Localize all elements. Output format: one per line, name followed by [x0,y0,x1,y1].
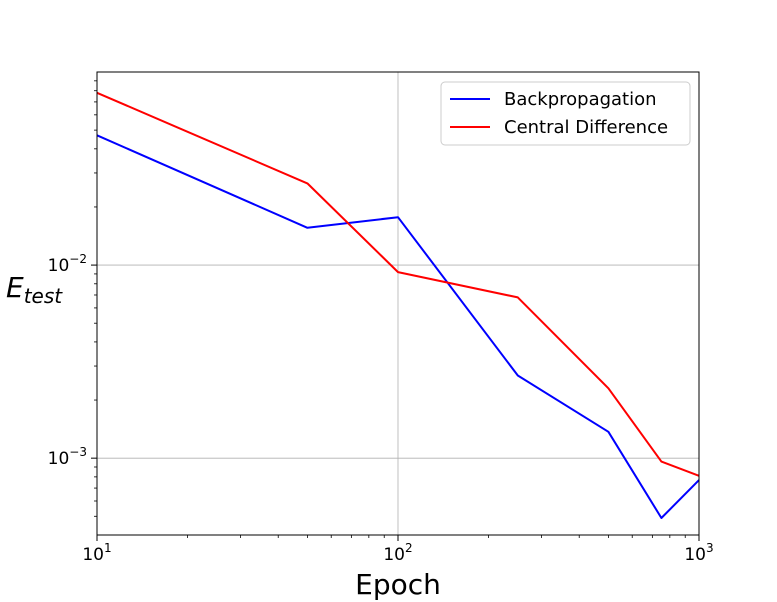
y-axis-label: Etest [6,271,63,308]
series-layer [96,91,700,519]
series-line-backpropagation [96,134,700,519]
y-tick-label: 10−2 [48,252,87,276]
legend-label-central-difference: Central Difference [504,117,668,138]
tick-labels: 101 102 103 10−2 10−3 [48,252,714,565]
y-axis-label-main: E [6,271,24,304]
legend-label-backpropagation: Backpropagation [504,89,657,110]
legend-box [440,81,691,146]
x-tick-label: 102 [383,541,412,565]
y-axis-label-sub: test [24,284,64,308]
x-axis-label: Epoch [355,568,441,601]
major-ticks [91,264,700,541]
y-tick-label: 10−3 [48,445,87,469]
x-tick-label: 101 [82,541,111,565]
x-tick-label: 103 [684,541,713,565]
series-line-central-difference [96,91,700,477]
legend: Backpropagation Central Difference [440,81,691,146]
